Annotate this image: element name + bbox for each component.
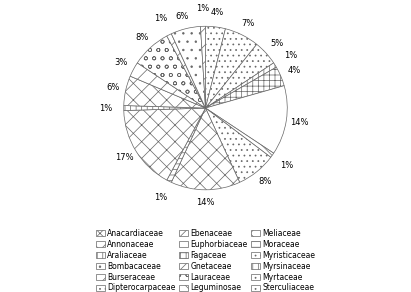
- Text: 1%: 1%: [280, 161, 293, 170]
- Text: 8%: 8%: [135, 34, 148, 42]
- Text: 4%: 4%: [211, 8, 224, 17]
- Text: 14%: 14%: [196, 198, 215, 207]
- Text: 6%: 6%: [175, 12, 189, 20]
- Wedge shape: [124, 105, 206, 111]
- Wedge shape: [167, 108, 206, 182]
- Wedge shape: [206, 44, 274, 108]
- Wedge shape: [171, 108, 240, 190]
- Wedge shape: [124, 76, 206, 108]
- Text: 1%: 1%: [99, 104, 112, 112]
- Text: 4%: 4%: [288, 66, 301, 75]
- Wedge shape: [206, 63, 276, 108]
- Wedge shape: [201, 26, 206, 108]
- Wedge shape: [206, 108, 271, 182]
- Text: 14%: 14%: [290, 118, 309, 127]
- Wedge shape: [167, 34, 206, 108]
- Text: 6%: 6%: [106, 83, 120, 92]
- Text: 3%: 3%: [114, 58, 127, 67]
- Wedge shape: [130, 63, 206, 108]
- Text: 8%: 8%: [258, 178, 272, 186]
- Wedge shape: [206, 29, 257, 108]
- Wedge shape: [206, 67, 284, 108]
- Wedge shape: [171, 27, 206, 108]
- Wedge shape: [206, 86, 287, 153]
- Legend: Anacardiaceae, Annonaceae, Araliaceae, Bombacaceae, Burseraceae, Dipterocarpacea: Anacardiaceae, Annonaceae, Araliaceae, B…: [95, 227, 316, 292]
- Text: 7%: 7%: [241, 19, 254, 28]
- Wedge shape: [206, 108, 274, 157]
- Text: 1%: 1%: [284, 51, 297, 60]
- Wedge shape: [137, 36, 206, 108]
- Text: 1%: 1%: [155, 193, 168, 202]
- Text: 5%: 5%: [270, 39, 284, 48]
- Text: 17%: 17%: [115, 154, 134, 162]
- Text: 1%: 1%: [155, 14, 168, 23]
- Wedge shape: [206, 26, 226, 108]
- Wedge shape: [124, 108, 206, 180]
- Text: 1%: 1%: [196, 4, 209, 13]
